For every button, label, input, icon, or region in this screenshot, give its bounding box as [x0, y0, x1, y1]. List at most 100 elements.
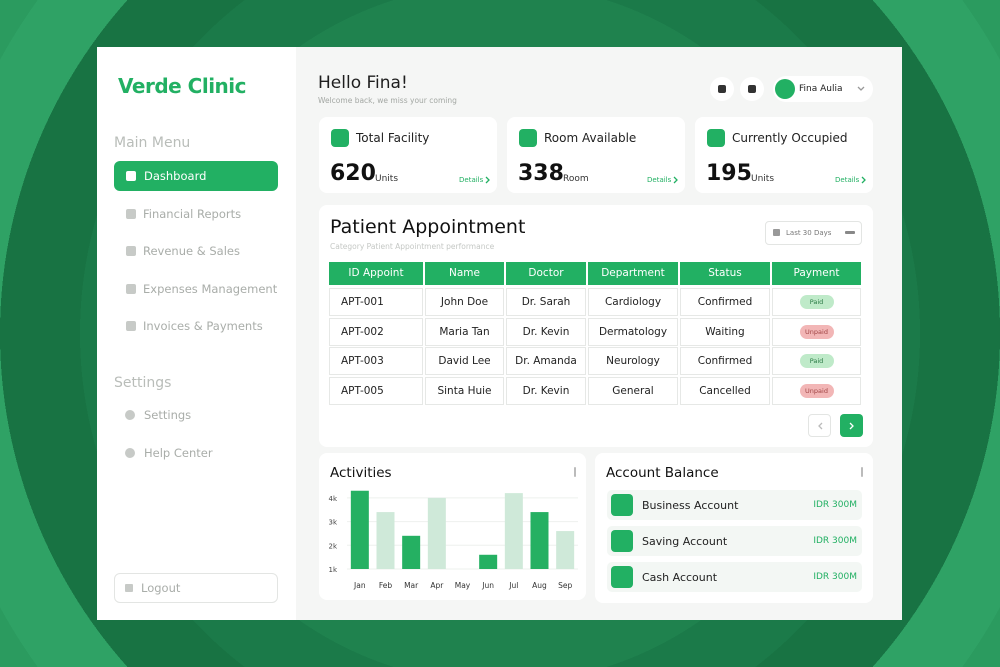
menu-label: Help Center: [144, 445, 213, 460]
more-icon: [861, 467, 863, 477]
account-amount: IDR 300M: [813, 572, 857, 582]
filter-box[interactable]: [765, 221, 862, 245]
details-link[interactable]: Details: [459, 176, 484, 184]
table-cell-text: APT-002: [341, 325, 384, 338]
details-link[interactable]: Details: [647, 176, 672, 184]
calendar-icon: [773, 229, 780, 236]
account-row[interactable]: [607, 526, 862, 556]
chevron-stroke: [861, 176, 866, 184]
bar: [350, 490, 369, 569]
table-cell-text: APT-005: [341, 385, 384, 398]
bar: [556, 531, 575, 569]
payment-badge: Unpaid: [799, 384, 834, 399]
menu-icon: [126, 208, 136, 219]
account-amount: IDR 300M: [813, 536, 857, 546]
chevron-stroke: [857, 86, 865, 91]
stat-icon: [707, 129, 725, 147]
menu-icon: [126, 171, 136, 181]
table-cell: [329, 288, 423, 316]
y-tick-label: 1k: [328, 566, 337, 574]
account-icon: [611, 566, 633, 588]
stat-value: 620: [330, 161, 376, 186]
section-title: Activities: [330, 465, 392, 481]
table-cell-text: Confirmed: [697, 355, 753, 368]
more-icon: [574, 467, 576, 477]
table-cell-text: Dr. Kevin: [522, 385, 570, 398]
table-cell: [506, 377, 586, 406]
table-cell: [506, 317, 586, 346]
table-cell: [425, 377, 504, 406]
table-cell: [425, 288, 504, 316]
stat-icon: [519, 129, 537, 147]
chevron-icon: [857, 86, 865, 91]
table-cell-text: APT-003: [341, 355, 384, 368]
menu-title: Main Menu: [114, 135, 191, 151]
logout-icon: [125, 584, 133, 592]
y-tick-label: 4k: [328, 495, 337, 503]
table-cell: [588, 347, 678, 376]
table-cell-text: Cardiology: [604, 296, 662, 308]
table-cell-text: Dermatology: [598, 325, 668, 338]
table-header-cell: Payment: [772, 262, 861, 285]
bar: [376, 512, 395, 569]
table-cell: [772, 288, 861, 316]
stat-label: Room Available: [544, 131, 637, 145]
payment-badge: Paid: [799, 354, 834, 369]
menu-icon: [126, 321, 136, 331]
filter-label: Last 30 Days: [786, 229, 832, 237]
table-header-cell: Doctor: [506, 262, 586, 285]
stat-card: [319, 117, 497, 193]
next-page-button[interactable]: [840, 414, 863, 437]
menu-icon: [126, 246, 136, 256]
bar: [427, 497, 446, 569]
table-cell-text: John Doe: [440, 296, 489, 308]
bar: [530, 512, 549, 569]
payment-badge: Unpaid: [799, 324, 834, 339]
stat-label: Currently Occupied: [732, 131, 848, 145]
y-tick-label: 3k: [328, 519, 337, 527]
chevron-stroke: [818, 422, 823, 430]
logout-label: Logout: [141, 581, 181, 595]
account-name: Cash Account: [642, 571, 718, 584]
x-tick-label: Apr: [430, 581, 444, 590]
x-tick-label: Feb: [379, 581, 393, 590]
menu-label: Invoices & Payments: [143, 319, 263, 333]
payment-badge: Paid: [799, 295, 834, 309]
table-cell: [680, 377, 770, 406]
chevron-icon: [861, 176, 866, 184]
table-cell: [329, 317, 423, 346]
greeting: Hello Fina!: [318, 73, 408, 93]
menu-icon: [126, 283, 136, 294]
table-cell-text: Waiting: [705, 325, 745, 338]
table-cell: [680, 288, 770, 316]
chevron-icon: [849, 422, 854, 430]
sidebar: [97, 47, 296, 620]
x-tick-label: Mar: [404, 581, 419, 590]
menu-label: Expenses Management: [143, 281, 278, 296]
table-cell-text: APT-001: [341, 296, 384, 308]
avatar: [775, 79, 795, 99]
menu-item[interactable]: [114, 406, 278, 430]
table-cell-text: Confirmed: [697, 296, 753, 308]
menu-label: Settings: [144, 408, 192, 422]
table-cell: [588, 317, 678, 346]
logout-button[interactable]: [114, 573, 278, 603]
account-amount: IDR 300M: [813, 500, 857, 510]
table-cell: [329, 347, 423, 376]
account-name: Saving Account: [642, 535, 728, 548]
details-link[interactable]: Details: [835, 176, 860, 184]
stat-unit: Units: [375, 174, 399, 184]
menu-title: Settings: [114, 375, 172, 391]
table-cell: [680, 317, 770, 346]
table-cell-text: Neurology: [606, 355, 660, 368]
brand: Verde Clinic: [118, 74, 247, 98]
bar: [402, 535, 421, 569]
stat-card: [507, 117, 685, 193]
x-tick-label: Aug: [532, 581, 547, 590]
account-row[interactable]: [607, 562, 862, 592]
account-row[interactable]: [607, 490, 862, 520]
menu-item[interactable]: [114, 161, 278, 191]
header-icon: [748, 85, 756, 93]
table-cell: [588, 377, 678, 406]
y-tick-label: 2k: [328, 542, 337, 550]
